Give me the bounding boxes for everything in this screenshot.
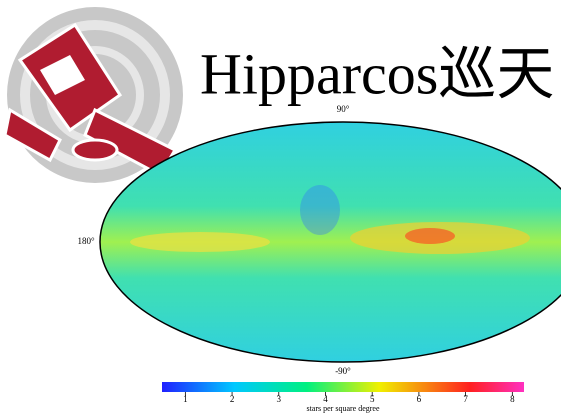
colorbar: 1 2 3 4 5 6 7 8 bbox=[162, 382, 524, 404]
west-label: 180° bbox=[77, 236, 95, 246]
colorbar-tick-label: 7 bbox=[463, 394, 468, 404]
north-label: 90° bbox=[337, 104, 350, 114]
sky-map bbox=[100, 122, 561, 362]
colorbar-tick-label: 5 bbox=[370, 394, 375, 404]
page: Hipparcos巡天 90° 180° -90° 1 2 3 4 5 6 7 8 stars… bbox=[0, 0, 561, 416]
colorbar-tick-label: 3 bbox=[277, 394, 282, 404]
colorbar-tick-label: 4 bbox=[323, 394, 328, 404]
title: Hipparcos巡天 bbox=[200, 41, 554, 106]
logo bbox=[5, 7, 183, 183]
colorbar-gradient bbox=[162, 382, 524, 392]
south-label: -90° bbox=[335, 366, 351, 376]
colorbar-tick-label: 1 bbox=[183, 394, 188, 404]
colorbar-tick-label: 6 bbox=[417, 394, 422, 404]
colorbar-tick-label: 2 bbox=[230, 394, 235, 404]
colorbar-label: stars per square degree bbox=[306, 404, 380, 413]
colorbar-tick-label: 8 bbox=[510, 394, 515, 404]
